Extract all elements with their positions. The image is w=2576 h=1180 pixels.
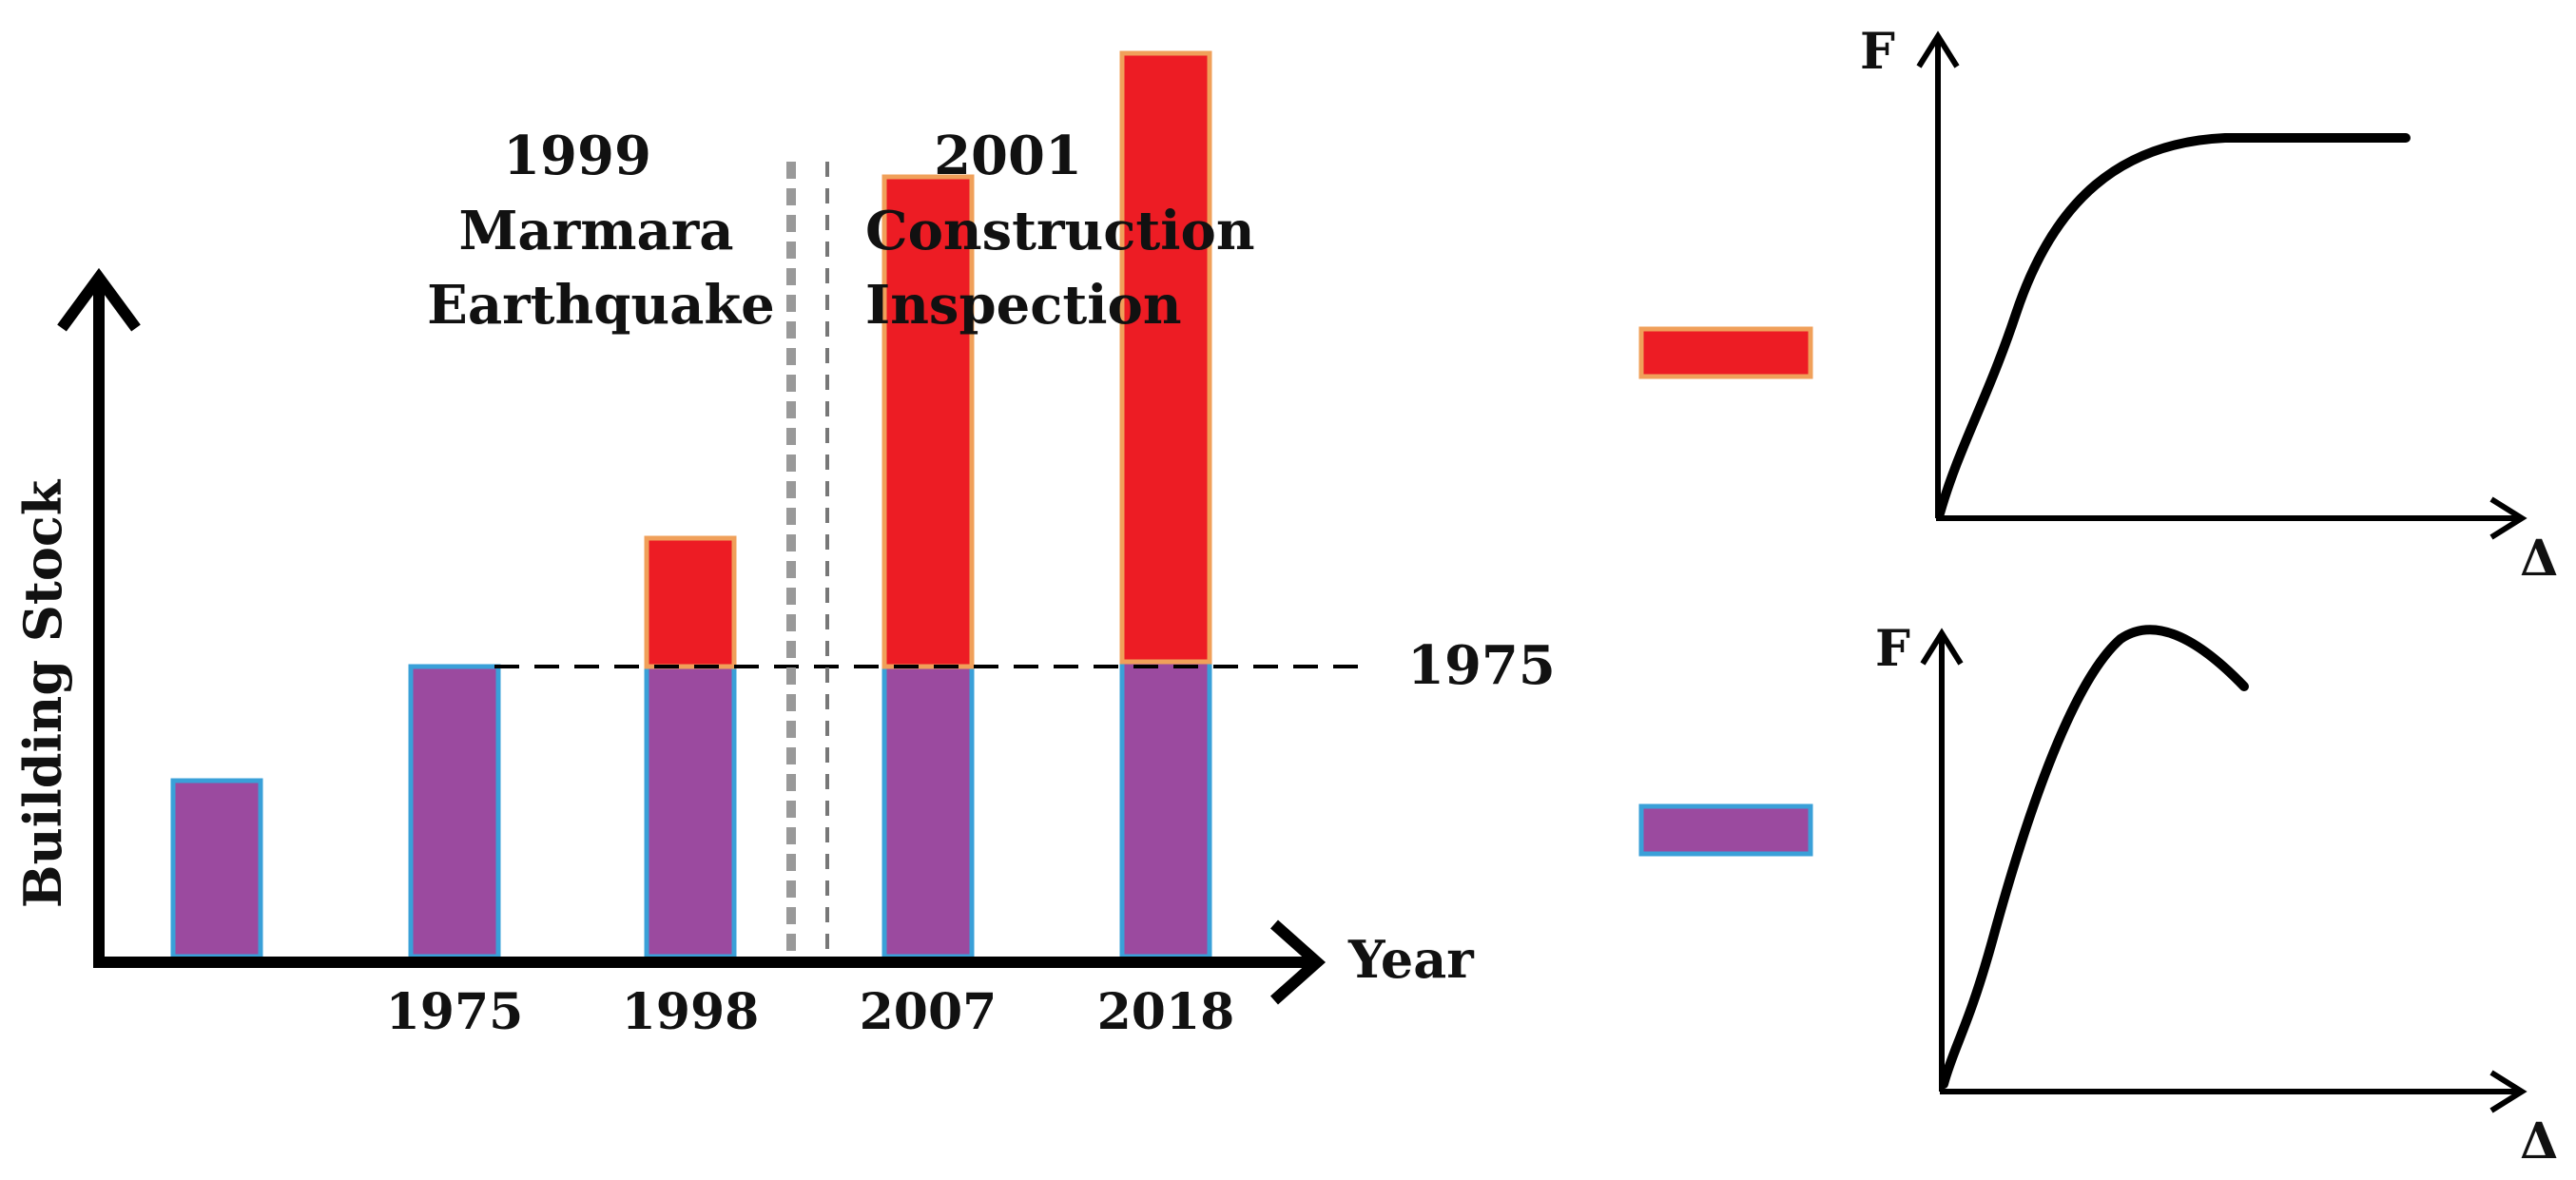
bar-group — [170, 50, 1212, 959]
event-line-1: Marmara — [458, 200, 733, 262]
event-year: 2001 — [934, 125, 1082, 187]
x-tick-labels: 1975 1998 2007 2018 — [386, 983, 1235, 1041]
bar-brittle-1998 — [644, 664, 737, 959]
legend-brittle: F Δ — [1638, 620, 2558, 1170]
x-tick-label-2018: 2018 — [1097, 983, 1235, 1041]
displacement-axis-arrowhead — [2489, 1070, 2528, 1113]
legend-swatch-ductile — [1638, 326, 1813, 379]
chart-axes — [57, 267, 1327, 1005]
event-line-2: Earthquake — [427, 274, 775, 337]
legend-ductile: F Δ — [1638, 23, 2558, 588]
force-axis-arrowhead — [1916, 30, 1960, 68]
force-displacement-brittle-graph: F Δ — [1875, 620, 2558, 1170]
x-tick-label-1998: 1998 — [622, 983, 760, 1041]
bar-ductile-2018 — [1119, 50, 1212, 665]
legend-swatch-brittle — [1638, 803, 1813, 857]
reference-line-label: 1975 — [1407, 634, 1556, 697]
event-construction-inspection: 2001 Construction Inspection — [865, 125, 1255, 337]
bar-brittle-2007 — [881, 664, 975, 959]
force-displacement-ductile-graph: F Δ — [1860, 23, 2558, 588]
x-axis-label: Year — [1347, 929, 1474, 990]
ductile-curve — [1935, 133, 2411, 518]
event-line-2: Inspection — [865, 274, 1182, 337]
x-axis-arrowhead — [1270, 919, 1327, 1005]
bar-brittle-early — [170, 778, 263, 959]
event-line-1: Construction — [865, 200, 1255, 262]
force-axis-arrowhead — [1920, 628, 1964, 666]
event-marmara-earthquake: 1999 Marmara Earthquake — [427, 125, 775, 337]
displacement-label: Δ — [2520, 1112, 2558, 1170]
building-stock-bar-chart: 1975 1999 Marmara Earthquake 2001 Constr… — [12, 50, 1556, 1041]
x-tick-label-1975: 1975 — [386, 983, 524, 1041]
force-label: F — [1860, 23, 1895, 81]
displacement-axis-arrowhead — [2489, 496, 2528, 540]
brittle-curve — [1939, 625, 2249, 1089]
x-tick-label-2007: 2007 — [860, 983, 997, 1041]
event-divider — [786, 162, 829, 960]
event-year: 1999 — [503, 125, 651, 187]
displacement-label: Δ — [2520, 530, 2558, 588]
bar-brittle-2018 — [1119, 659, 1212, 959]
y-axis-arrowhead — [57, 267, 141, 332]
bar-ductile-1998 — [644, 535, 737, 669]
force-label: F — [1875, 620, 1910, 678]
y-axis-label: Building Stock — [12, 478, 73, 908]
bar-ductile-2007 — [881, 174, 975, 669]
bar-brittle-1975 — [408, 664, 501, 959]
